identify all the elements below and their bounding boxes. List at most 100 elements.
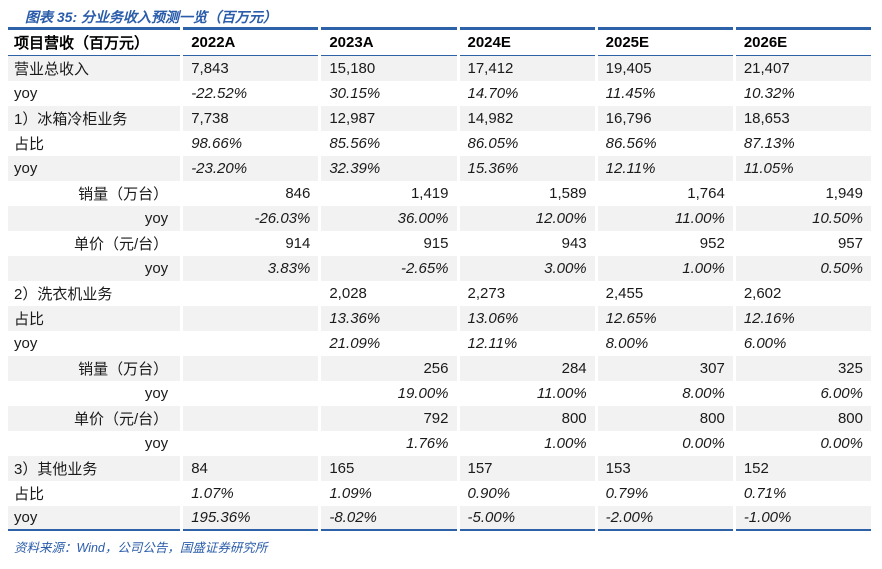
cell: 792 [321,406,457,431]
label-column-header: 项目营收（百万元） [8,27,181,56]
cell: 30.15% [321,81,457,106]
cell: 1.00% [597,256,733,281]
cell: 17,412 [459,56,595,81]
cell: 1,949 [735,181,871,206]
cell: 1.76% [321,431,457,456]
cell: 8.00% [597,381,733,406]
cell: 325 [735,356,871,381]
row-label: yoy [8,206,181,231]
column-header: 2026E [735,27,871,56]
cell: 0.90% [459,481,595,506]
cell: -2.00% [597,506,733,531]
cell: 2,028 [321,281,457,306]
cell: 195.36% [183,506,319,531]
cell: 6.00% [735,331,871,356]
cell: 0.79% [597,481,733,506]
cell [183,281,319,306]
column-header: 2025E [597,27,733,56]
cell: -8.02% [321,506,457,531]
table-row: yoy -22.52% 30.15% 14.70% 11.45% 10.32% [8,81,871,106]
cell: 12.65% [597,306,733,331]
cell: 1,419 [321,181,457,206]
cell: 11.05% [735,156,871,181]
row-label: 单价（元/台） [8,406,181,431]
row-label: 单价（元/台） [8,231,181,256]
row-label: 销量（万台） [8,356,181,381]
cell: 84 [183,456,319,481]
cell: 800 [735,406,871,431]
cell: 14.70% [459,81,595,106]
row-label: 2）洗衣机业务 [8,281,181,306]
table-body: 营业总收入 7,843 15,180 17,412 19,405 21,407 yoy -22… [8,56,871,531]
table-row: 2）洗衣机业务 2,028 2,273 2,455 2,602 [8,281,871,306]
cell: 21.09% [321,331,457,356]
cell: 3.83% [183,256,319,281]
cell: 19.00% [321,381,457,406]
table-row: yoy -23.20% 32.39% 15.36% 12.11% 11.05% [8,156,871,181]
table-header-row: 项目营收（百万元） 2022A 2023A 2024E 2025E 2026E [8,27,871,56]
cell: 284 [459,356,595,381]
cell: 914 [183,231,319,256]
cell: 1.07% [183,481,319,506]
cell: 36.00% [321,206,457,231]
cell: 957 [735,231,871,256]
cell: 10.50% [735,206,871,231]
cell: -26.03% [183,206,319,231]
cell: 13.36% [321,306,457,331]
table-row: yoy 21.09% 12.11% 8.00% 6.00% [8,331,871,356]
cell: 7,738 [183,106,319,131]
table-row: yoy 1.76% 1.00% 0.00% 0.00% [8,431,871,456]
cell: 256 [321,356,457,381]
cell: 2,273 [459,281,595,306]
column-header: 2022A [183,27,319,56]
cell: 3.00% [459,256,595,281]
cell: 86.56% [597,131,733,156]
cell [183,431,319,456]
table-row: 营业总收入 7,843 15,180 17,412 19,405 21,407 [8,56,871,81]
cell: 800 [597,406,733,431]
row-label: 占比 [8,131,181,156]
cell: -22.52% [183,81,319,106]
cell: 12.16% [735,306,871,331]
cell: 86.05% [459,131,595,156]
cell: 15.36% [459,156,595,181]
cell: 1,764 [597,181,733,206]
column-header: 2024E [459,27,595,56]
cell: 846 [183,181,319,206]
cell [183,356,319,381]
cell: 943 [459,231,595,256]
cell: 12.11% [459,331,595,356]
cell: 307 [597,356,733,381]
cell: 915 [321,231,457,256]
column-header: 2023A [321,27,457,56]
row-label: 销量（万台） [8,181,181,206]
cell: 0.71% [735,481,871,506]
cell: 8.00% [597,331,733,356]
cell: 85.56% [321,131,457,156]
row-label: yoy [8,156,181,181]
forecast-table: 项目营收（百万元） 2022A 2023A 2024E 2025E 2026E 营业总收入… [5,27,874,531]
cell: 6.00% [735,381,871,406]
cell: 952 [597,231,733,256]
cell: -2.65% [321,256,457,281]
row-label: yoy [8,506,181,531]
table-row: 销量（万台） 846 1,419 1,589 1,764 1,949 [8,181,871,206]
source-note: 资料来源：Wind，公司公告，国盛证券研究所 [14,541,268,555]
cell: 800 [459,406,595,431]
table-row: yoy 195.36% -8.02% -5.00% -2.00% -1.00% [8,506,871,531]
cell [183,406,319,431]
cell: 14,982 [459,106,595,131]
table-row: yoy -26.03% 36.00% 12.00% 11.00% 10.50% [8,206,871,231]
row-label: yoy [8,81,181,106]
cell: 16,796 [597,106,733,131]
cell: 152 [735,456,871,481]
cell: 2,602 [735,281,871,306]
table-row: 销量（万台） 256 284 307 325 [8,356,871,381]
cell: 19,405 [597,56,733,81]
table-row: 单价（元/台） 914 915 943 952 957 [8,231,871,256]
cell: 12.00% [459,206,595,231]
row-label: yoy [8,331,181,356]
cell: 11.00% [459,381,595,406]
cell [183,331,319,356]
cell: 98.66% [183,131,319,156]
